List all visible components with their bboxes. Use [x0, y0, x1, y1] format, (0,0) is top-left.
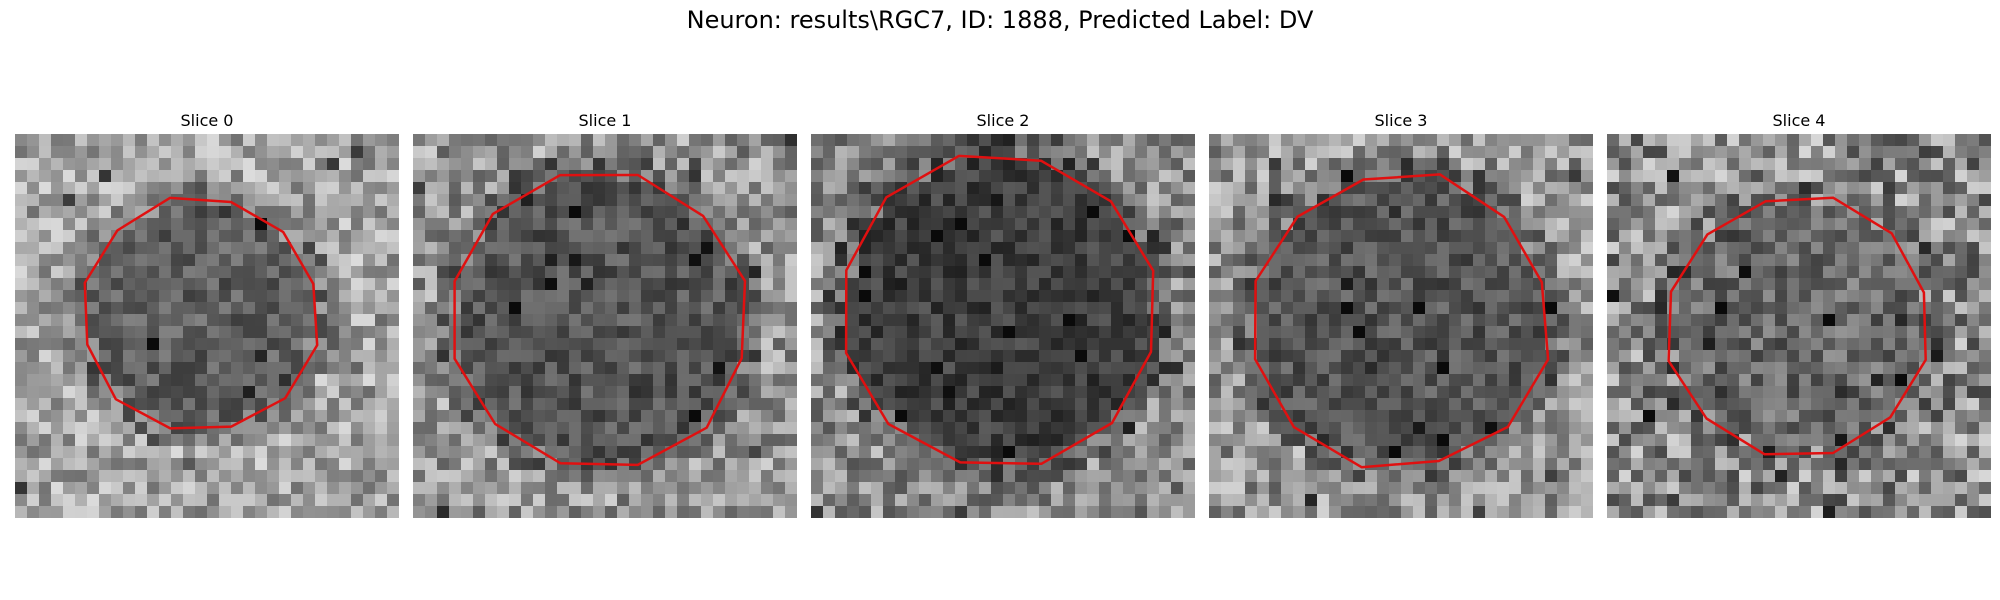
slice-image	[15, 134, 399, 518]
slice-panel-4: Slice 4	[1607, 108, 1991, 518]
cell-contour	[844, 154, 1155, 466]
slice-panel-2: Slice 2	[811, 108, 1195, 518]
cell-contour	[1253, 173, 1550, 469]
slice-title: Slice 1	[578, 111, 632, 130]
slice-title: Slice 0	[180, 111, 234, 130]
slice-panel-1: Slice 1	[413, 108, 797, 518]
cell-contour	[453, 173, 747, 467]
slice-panel-0: Slice 0	[15, 108, 399, 518]
slice-panel-3: Slice 3	[1209, 108, 1593, 518]
slice-image	[1607, 134, 1991, 518]
slice-title: Slice 2	[976, 111, 1030, 130]
slice-title: Slice 3	[1374, 111, 1428, 130]
cell-contour	[83, 196, 319, 430]
slice-image	[1209, 134, 1593, 518]
slice-title: Slice 4	[1772, 111, 1826, 130]
figure-title: Neuron: results\RGC7, ID: 1888, Predicte…	[686, 6, 1314, 34]
slice-image	[811, 134, 1195, 518]
cell-contour	[1667, 196, 1927, 456]
slice-image	[413, 134, 797, 518]
